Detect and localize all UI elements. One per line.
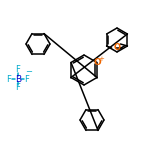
Text: F: F (25, 74, 29, 83)
Text: F: F (16, 66, 20, 74)
Text: −: − (26, 67, 33, 76)
Text: +: + (98, 56, 104, 62)
Text: O: O (93, 58, 101, 67)
Text: B: B (15, 74, 21, 83)
Text: F: F (16, 83, 20, 93)
Text: O: O (114, 43, 121, 52)
Text: F: F (7, 74, 11, 83)
